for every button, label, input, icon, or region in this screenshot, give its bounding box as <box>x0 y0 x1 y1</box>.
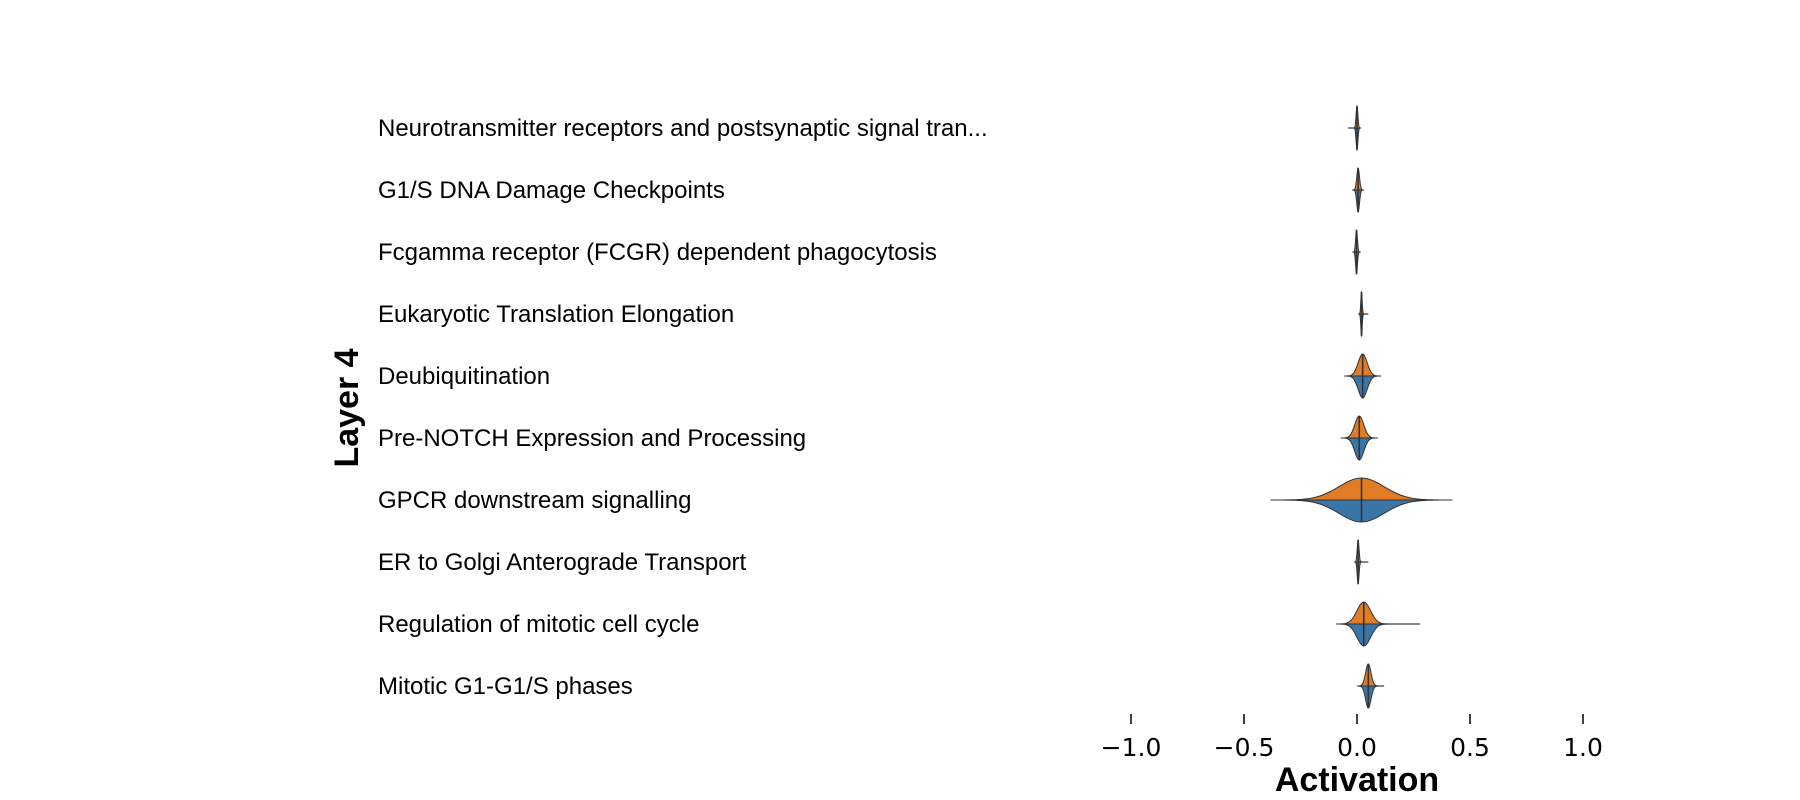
category-label: Fcgamma receptor (FCGR) dependent phagoc… <box>378 239 937 266</box>
category-label: Mitotic G1-G1/S phases <box>378 673 633 700</box>
violin <box>1347 105 1362 151</box>
x-tick-label: 0.0 <box>1337 733 1377 762</box>
category-label: Pre-NOTCH Expression and Processing <box>378 425 806 452</box>
violin <box>1352 229 1361 275</box>
violin-plot-area <box>1270 105 1453 709</box>
violin <box>1340 415 1378 461</box>
y-axis-title: Layer 4 <box>328 348 366 467</box>
category-label: Eukaryotic Translation Elongation <box>378 301 734 328</box>
violin <box>1352 167 1365 213</box>
violin <box>1354 539 1369 585</box>
violin <box>1270 477 1453 523</box>
category-label: Neurotransmitter receptors and postsynap… <box>378 115 988 142</box>
x-axis: −1.0 −0.5 0.0 0.5 1.0 <box>1101 714 1603 762</box>
violin <box>1344 353 1382 399</box>
violin <box>1356 663 1385 709</box>
category-labels: Neurotransmitter receptors and postsynap… <box>378 115 988 700</box>
x-tick-label: 1.0 <box>1563 733 1603 762</box>
x-tick-label: −1.0 <box>1101 733 1162 762</box>
category-label: G1/S DNA Damage Checkpoints <box>378 177 725 204</box>
violin <box>1358 290 1369 338</box>
x-tick-label: 0.5 <box>1450 733 1490 762</box>
violin <box>1336 601 1421 647</box>
category-label: Regulation of mitotic cell cycle <box>378 611 699 638</box>
category-label: GPCR downstream signalling <box>378 487 691 514</box>
x-axis-title: Activation <box>1275 761 1439 799</box>
category-label: ER to Golgi Anterograde Transport <box>378 549 747 576</box>
x-tick-label: −0.5 <box>1214 733 1275 762</box>
category-label: Deubiquitination <box>378 363 550 390</box>
